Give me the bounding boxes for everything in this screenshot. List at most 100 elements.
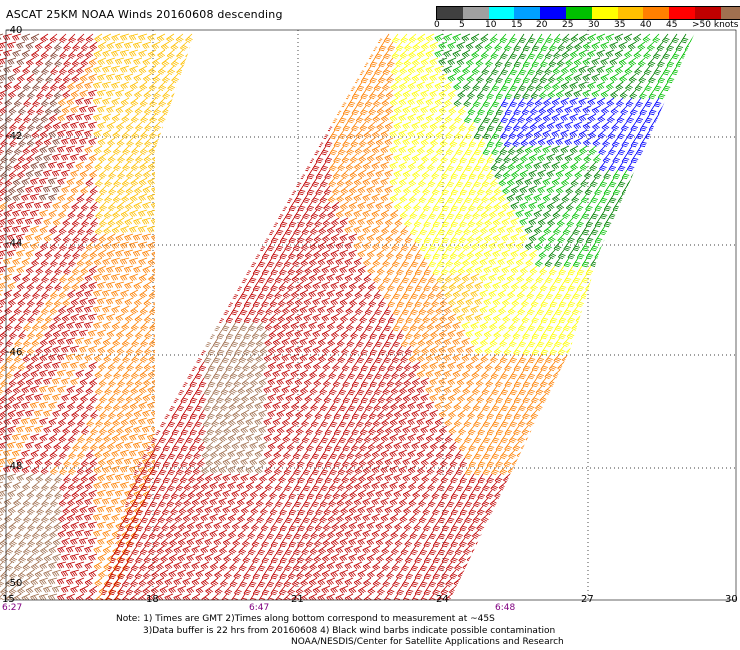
wind-barb [485, 57, 493, 67]
wind-barb [407, 385, 417, 394]
wind-barb [356, 385, 365, 396]
wind-barb [198, 41, 207, 52]
wind-barb [9, 537, 17, 547]
wind-barb [93, 49, 103, 58]
wind-barb [425, 81, 435, 90]
wind-barb [360, 409, 369, 420]
wind-barb [148, 273, 157, 283]
wind-barb [518, 33, 527, 44]
wind-barb [141, 217, 152, 225]
wind-barb [272, 97, 282, 106]
wind-barb [547, 233, 556, 243]
wind-barb [610, 105, 619, 115]
wind-barb [185, 129, 193, 140]
wind-barb [455, 209, 464, 220]
wind-barb [616, 97, 624, 107]
wind-barb [70, 169, 80, 178]
wind-barb [191, 273, 201, 282]
wind-barb [164, 177, 175, 185]
wind-barb [636, 265, 646, 274]
wind-barb [555, 169, 565, 178]
wind-barb [644, 145, 653, 156]
wind-barb [158, 289, 166, 299]
wind-barb [471, 225, 480, 235]
wind-barb [162, 185, 170, 196]
wind-barb [130, 177, 139, 187]
wind-barb [4, 305, 13, 315]
wind-barb [534, 241, 543, 251]
wind-barb [169, 201, 179, 209]
wind-barb [310, 225, 318, 235]
wind-barb [169, 169, 179, 177]
wind-barb [264, 321, 273, 331]
wind-barb [261, 281, 270, 292]
wind-barb [364, 113, 372, 123]
wind-barb [327, 193, 336, 203]
wind-barb [185, 113, 194, 124]
wind-barb [663, 249, 673, 258]
wind-barb [396, 265, 404, 276]
wind-barb [292, 433, 300, 443]
wind-barb [221, 353, 230, 364]
wind-barb [340, 329, 349, 339]
wind-barb [684, 313, 692, 324]
wind-barb [616, 225, 625, 236]
wind-barb [357, 233, 367, 242]
wind-barb [52, 361, 62, 369]
wind-barb [335, 273, 345, 282]
wind-barb [138, 273, 148, 282]
wind-barb [454, 225, 463, 236]
wind-barb [282, 289, 291, 299]
wind-barb [174, 209, 184, 218]
wind-barb [270, 281, 278, 292]
wind-barb [115, 89, 125, 98]
wind-barb [108, 201, 116, 211]
wind-barb [34, 569, 44, 578]
wind-barb [193, 145, 201, 155]
wind-barb [178, 329, 187, 339]
wind-barb [276, 41, 286, 50]
wind-barb [3, 465, 13, 473]
wind-barb [281, 385, 291, 394]
wind-barb [0, 97, 4, 106]
wind-barb [142, 489, 152, 499]
wind-barb [447, 313, 457, 322]
wind-barb [621, 137, 630, 148]
wind-barb [150, 297, 160, 306]
wind-barb [265, 193, 274, 204]
wind-barb [539, 89, 547, 99]
wind-barb [281, 369, 291, 378]
wind-barb [80, 265, 89, 275]
wind-barb [679, 289, 687, 299]
wind-barb [416, 433, 426, 442]
wind-barb [530, 409, 539, 419]
wind-barb [395, 377, 403, 387]
wind-barb [80, 409, 89, 419]
wind-barb [503, 41, 512, 52]
wind-barb [350, 137, 359, 148]
wind-barb [637, 233, 646, 243]
wind-barb [120, 81, 130, 90]
wind-barb [630, 121, 639, 132]
wind-barb [115, 41, 125, 50]
wind-barb [171, 105, 180, 116]
wind-barb [179, 361, 188, 371]
wind-barb [95, 193, 104, 203]
wind-barb [381, 417, 390, 427]
wind-barb [116, 329, 125, 339]
wind-barb [164, 193, 175, 201]
wind-barb [429, 73, 439, 82]
wind-barb [249, 425, 259, 434]
wind-barb [317, 241, 327, 251]
wind-barb [8, 297, 17, 307]
wind-barb [167, 129, 176, 140]
wind-barb [185, 65, 194, 76]
wind-barb [665, 137, 674, 147]
wind-barb [22, 481, 31, 491]
wind-barb [130, 385, 139, 395]
wind-barb [178, 329, 188, 338]
wind-barb [223, 105, 232, 115]
wind-barb [133, 217, 143, 226]
wind-barb [63, 249, 72, 259]
wind-barb [18, 313, 26, 323]
